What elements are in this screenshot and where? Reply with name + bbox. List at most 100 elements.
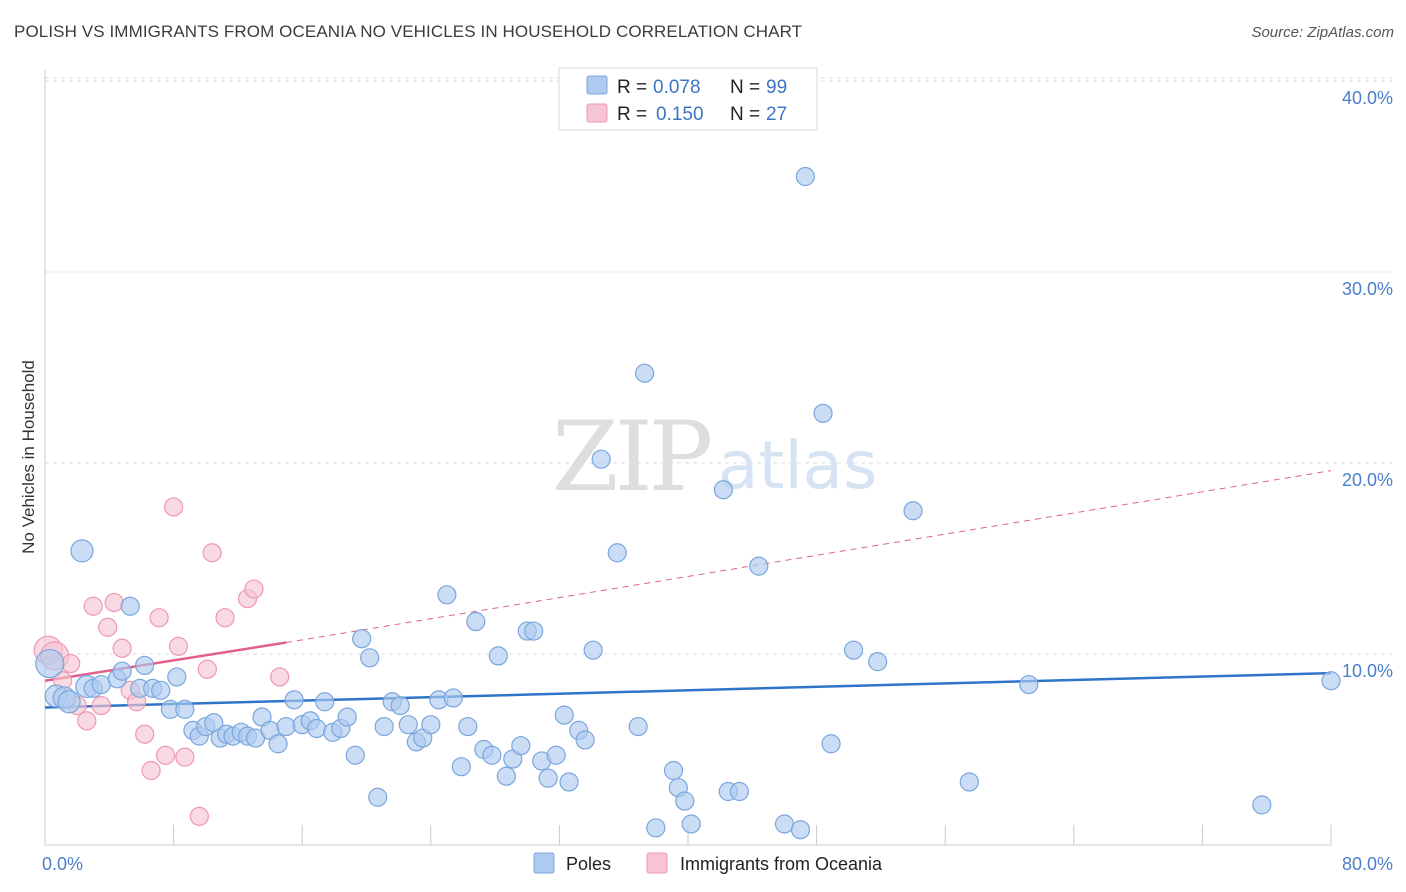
y-tick-label-2: 30.0% <box>1342 279 1393 299</box>
oceania-point-7 <box>91 695 111 716</box>
trend-line-poles <box>44 671 1332 709</box>
poles-point-75 <box>628 716 648 737</box>
poles-point-82 <box>713 480 733 500</box>
poles-point-71 <box>575 730 595 750</box>
poles-point-40 <box>345 745 365 765</box>
chart-title: POLISH VS IMMIGRANTS FROM OCEANIA NO VEH… <box>14 22 803 41</box>
poles-point-96 <box>1252 795 1272 815</box>
tick-labels: 10.0% 20.0% 30.0% 40.0% 0.0% 80.0% <box>42 88 1393 874</box>
poles-point-41 <box>352 629 372 649</box>
poles-point-35 <box>307 718 327 739</box>
poles-point-66 <box>538 768 558 788</box>
oceania-point-18 <box>168 636 189 656</box>
poles-point-4 <box>70 539 94 563</box>
poles-point-42 <box>360 648 380 668</box>
oceania-point-6 <box>83 596 103 616</box>
legend-n-value-1: 99 <box>766 77 787 98</box>
oceania-point-14 <box>141 760 161 781</box>
poles-point-72 <box>583 640 603 660</box>
oceania-point-8 <box>98 617 118 637</box>
bottom-legend-swatch-oceania <box>646 852 668 874</box>
poles-point-31 <box>276 716 296 737</box>
x-tick-label-1: 80.0% <box>1342 854 1393 874</box>
legend-r-value-2: 0.150 <box>656 104 704 125</box>
poles-point-43 <box>368 787 388 807</box>
y-tick-label-3: 40.0% <box>1342 88 1393 108</box>
bottom-legend-label-poles: Poles <box>566 854 611 874</box>
poles-point-95 <box>1019 674 1039 695</box>
poles-point-55 <box>458 716 478 737</box>
oceania-point-23 <box>215 608 235 628</box>
legend-r-value-1: 0.078 <box>653 77 701 98</box>
legend-swatch-oceania <box>586 103 608 123</box>
poles-point-84 <box>729 781 750 802</box>
poles-point-7 <box>91 674 111 695</box>
poles-point-67 <box>546 745 566 765</box>
poles-point-97 <box>1321 671 1341 691</box>
poles-point-77 <box>646 818 666 838</box>
poles-point-32 <box>284 690 304 710</box>
watermark-atlas: atlas <box>718 427 878 504</box>
poles-point-81 <box>681 814 701 834</box>
poles-point-76 <box>634 363 655 383</box>
grid-lines <box>45 77 1392 655</box>
axes <box>44 70 1332 846</box>
poles-point-64 <box>524 621 544 641</box>
oceania-point-26 <box>270 667 290 687</box>
oceania-point-16 <box>155 745 176 765</box>
poles-point-73 <box>591 449 611 469</box>
legend-swatch-poles <box>586 75 608 95</box>
poles-point-60 <box>496 766 516 786</box>
bottom-legend-label-oceania: Immigrants from Oceania <box>680 854 883 874</box>
source-credit: Source: ZipAtlas.com <box>1251 24 1394 41</box>
poles-point-36 <box>315 692 335 712</box>
oceania-point-10 <box>112 638 132 658</box>
poles-point-62 <box>511 736 531 756</box>
legend-n-label-2: N = <box>730 104 760 125</box>
poles-point-12 <box>135 655 155 676</box>
legend-r-label-1: R = <box>617 77 647 98</box>
legend-n-label-1: N = <box>730 77 760 98</box>
poles-point-89 <box>813 403 833 423</box>
y-tick-label-1: 20.0% <box>1342 470 1393 490</box>
oceania-point-17 <box>164 497 184 517</box>
poles-point-0 <box>35 648 65 679</box>
poles-point-88 <box>795 166 815 187</box>
trend-lines <box>44 470 1332 709</box>
watermark-zip: ZIP <box>552 401 711 513</box>
poles-point-58 <box>482 745 502 765</box>
poles-point-9 <box>112 661 132 681</box>
poles-point-78 <box>663 760 684 781</box>
oceania-point-21 <box>197 659 217 679</box>
poles-point-91 <box>843 640 864 660</box>
watermark: ZIP atlas <box>552 401 878 513</box>
poles-point-80 <box>675 791 695 811</box>
oceania-point-9 <box>104 592 124 613</box>
y-axis-label: No Vehicles in Household <box>19 360 38 554</box>
poles-point-54 <box>451 757 471 777</box>
poles-point-50 <box>421 715 441 735</box>
bottom-legend-swatch-poles <box>533 852 555 874</box>
poles-point-56 <box>466 611 486 632</box>
oceania-point-15 <box>149 608 169 628</box>
poles-point-16 <box>167 667 187 687</box>
poles-point-39 <box>337 707 357 727</box>
poles-point-69 <box>559 772 579 792</box>
poles-point-93 <box>903 501 923 521</box>
trend-line-oceania <box>44 641 287 682</box>
trend-line-oceania-extension <box>286 470 1332 644</box>
bottom-legend: Poles Immigrants from Oceania <box>533 852 883 874</box>
oceania-point-13 <box>135 724 155 744</box>
legend-n-value-2: 27 <box>766 104 787 125</box>
poles-point-44 <box>374 716 394 737</box>
poles-point-86 <box>774 814 795 834</box>
poles-point-59 <box>488 646 508 666</box>
poles-point-87 <box>790 820 811 840</box>
poles-point-3 <box>57 690 81 714</box>
poles-point-52 <box>437 585 457 605</box>
oceania-point-20 <box>189 806 209 826</box>
poles-point-74 <box>607 543 627 563</box>
poles-point-94 <box>959 772 979 792</box>
poles-point-46 <box>390 695 410 716</box>
